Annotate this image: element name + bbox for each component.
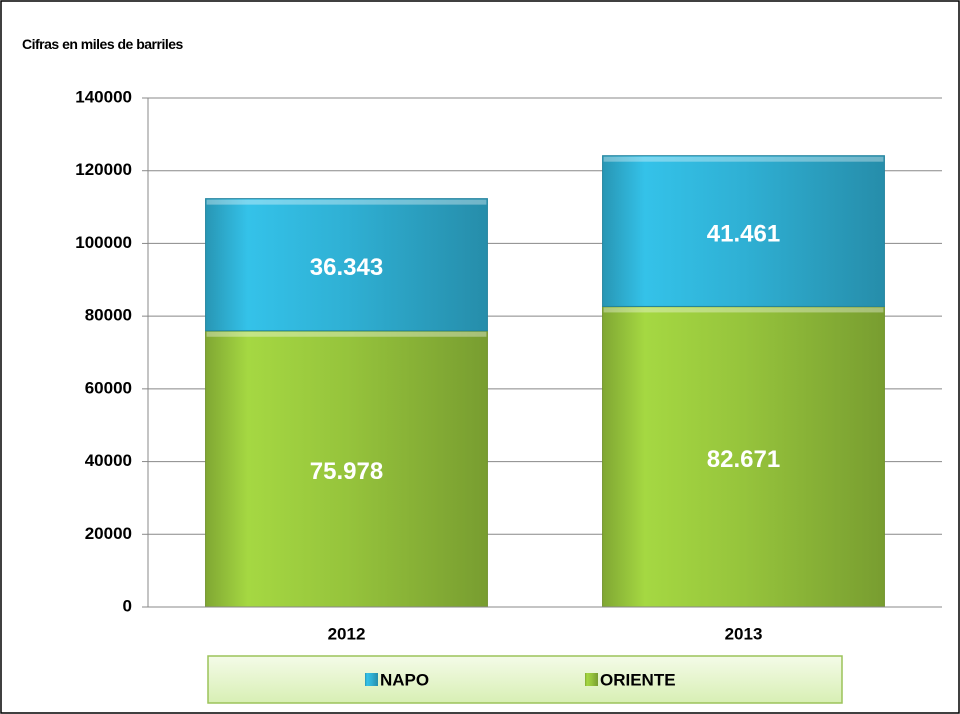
legend-swatch <box>365 673 378 686</box>
y-tick-label: 40000 <box>85 451 132 470</box>
legend-box <box>207 655 843 704</box>
y-tick-label: 60000 <box>85 378 132 397</box>
bar-highlight <box>603 307 884 313</box>
data-label: 41.461 <box>707 220 780 247</box>
y-tick-label: 100000 <box>75 233 132 252</box>
bar-segment <box>205 330 488 608</box>
bar-segment <box>602 305 885 608</box>
y-axis-label: Cifras en miles de barriles <box>22 36 183 52</box>
x-tick-label: 2013 <box>725 624 763 643</box>
data-label: 36.343 <box>310 254 383 281</box>
y-tick-label: 120000 <box>75 160 132 179</box>
legend-label: ORIENTE <box>600 670 676 689</box>
bar-highlight <box>603 156 884 162</box>
y-tick-label: 80000 <box>85 306 132 325</box>
legend-swatch <box>585 673 598 686</box>
x-tick-label: 2012 <box>328 624 366 643</box>
legend-label: NAPO <box>380 670 429 689</box>
y-tick-label: 20000 <box>85 524 132 543</box>
bar-segment <box>602 155 885 307</box>
bar-segment <box>205 198 488 332</box>
data-label: 82.671 <box>707 446 780 473</box>
y-tick-label: 0 <box>123 596 132 615</box>
y-tick-label: 140000 <box>75 87 132 106</box>
data-label: 75.978 <box>310 458 383 485</box>
bar-highlight <box>206 199 487 205</box>
bar-highlight <box>206 331 487 337</box>
